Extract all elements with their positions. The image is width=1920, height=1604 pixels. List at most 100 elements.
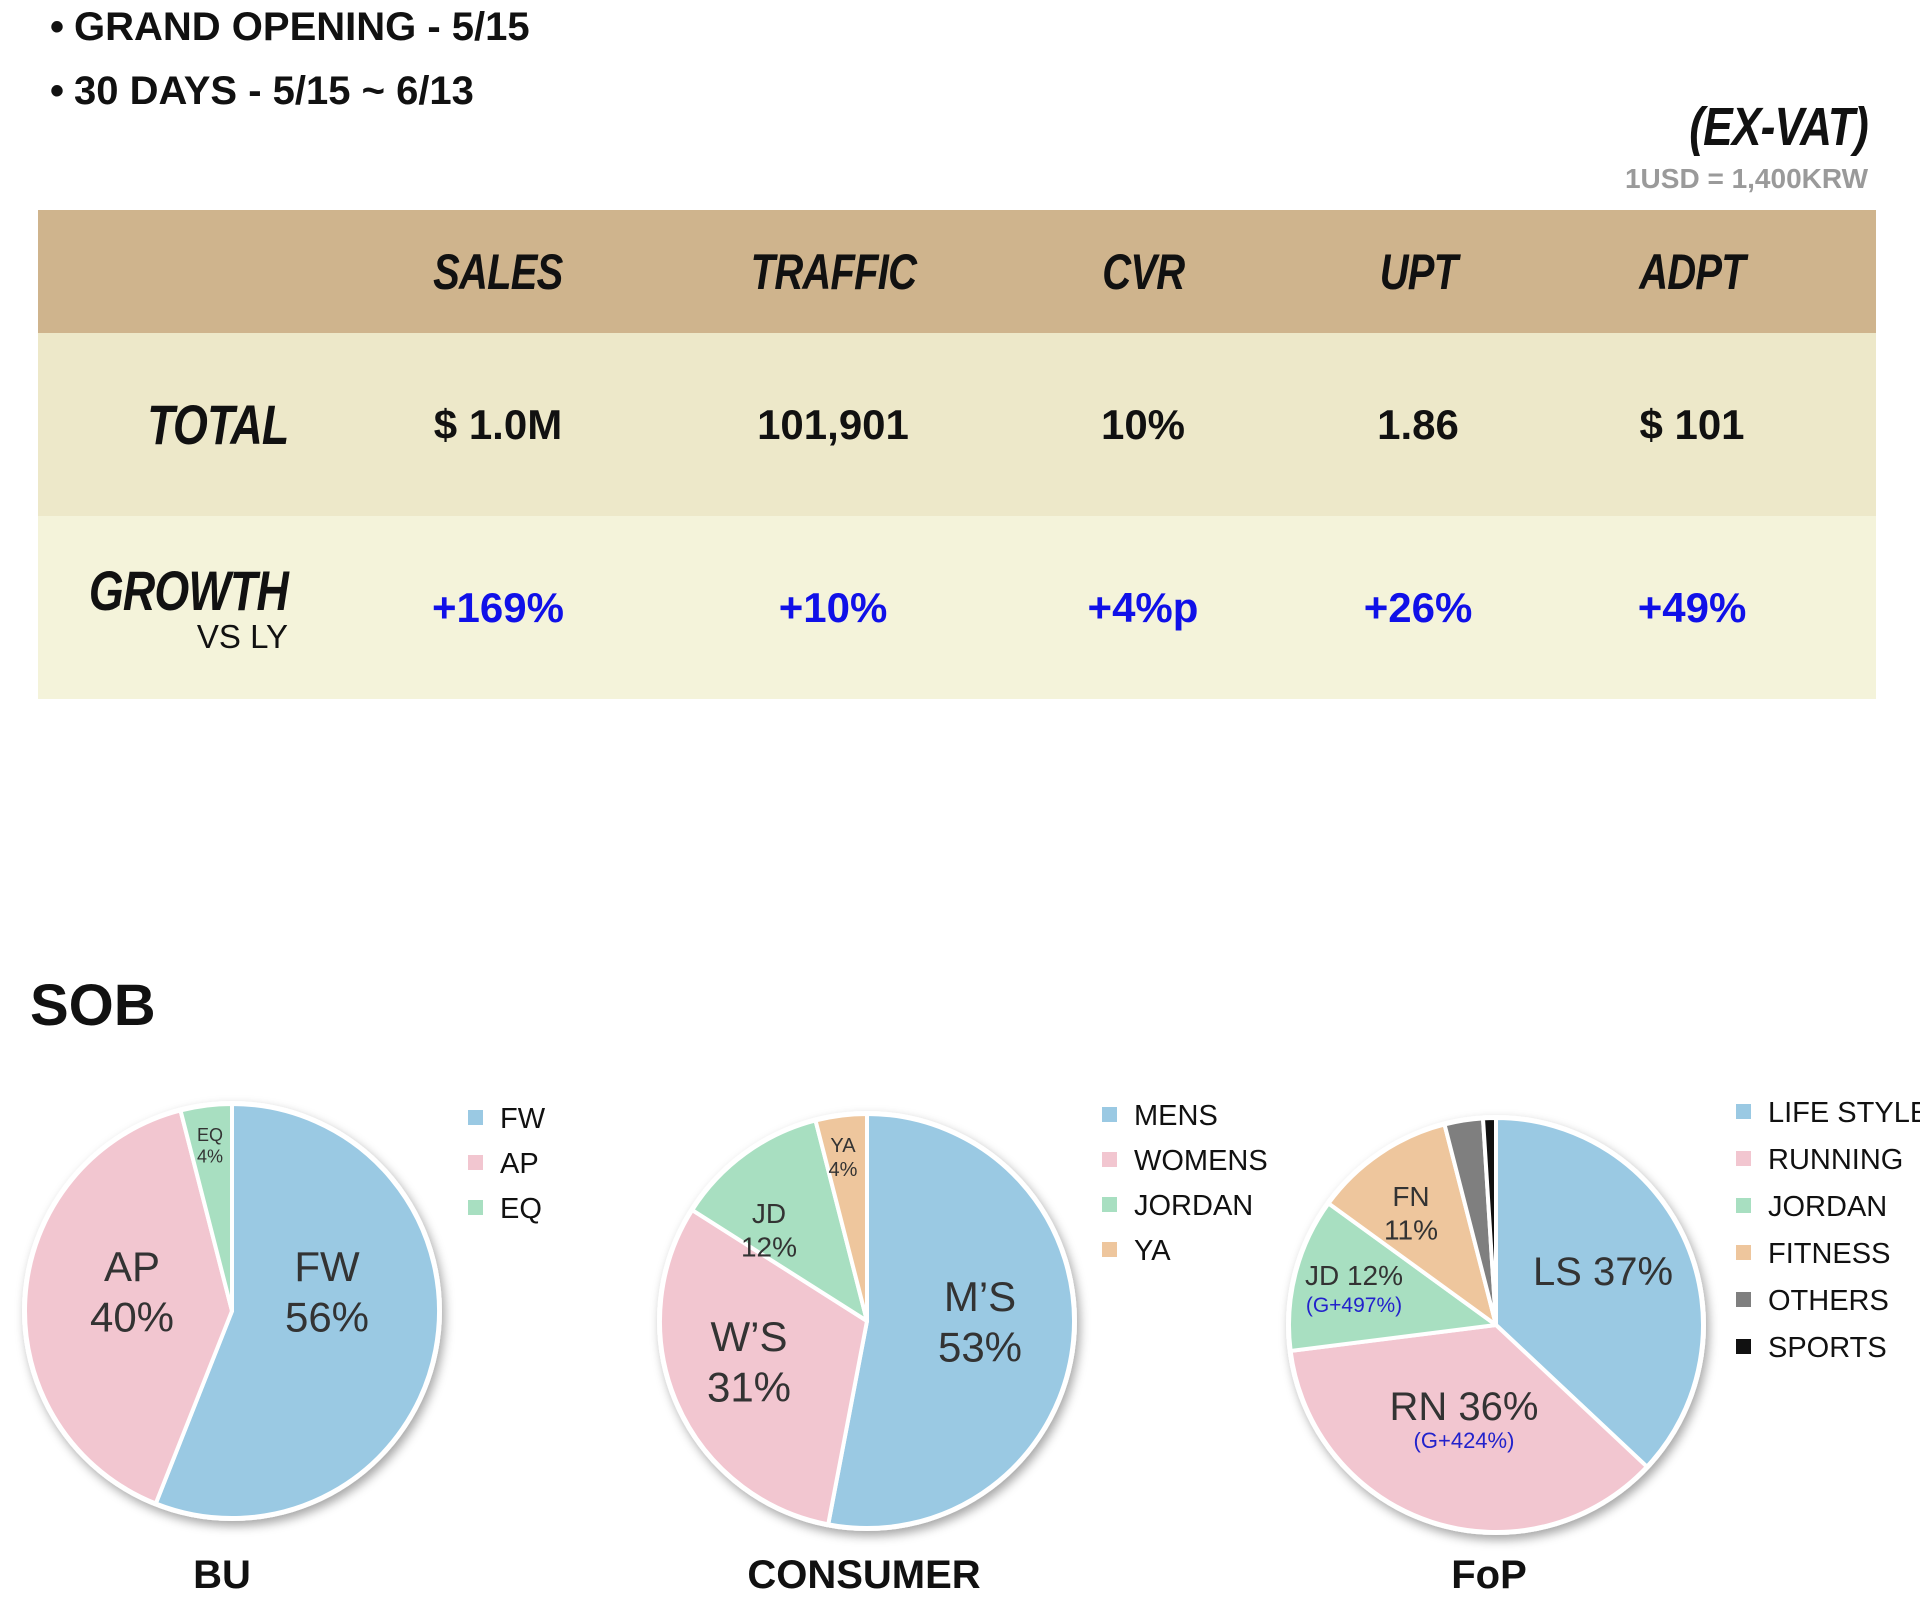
- pie-chart-consumer: M’S53%W’S31%JD12%YA4%MENSWOMENSJORDANYAC…: [657, 1100, 1268, 1597]
- slice-value-m’s: 53%: [938, 1323, 1022, 1370]
- legend-swatch: [1102, 1107, 1117, 1122]
- pie-title-consumer: CONSUMER: [747, 1553, 980, 1597]
- header-upt: UPT: [1379, 243, 1457, 300]
- legend-label: FW: [500, 1103, 546, 1135]
- header-traffic: TRAFFIC: [750, 243, 916, 300]
- slice-label-fw: FW: [294, 1243, 360, 1290]
- kpi-header-row: SALES TRAFFIC CVR UPT ADPT: [38, 210, 1876, 333]
- total-adpt: $ 101: [1639, 400, 1745, 448]
- growth-traffic: +10%: [778, 583, 888, 631]
- header-adpt-cell: ADPT: [1508, 243, 1876, 301]
- legend-label: SPORTS: [1768, 1332, 1887, 1364]
- pie-slice-fw: [153, 1102, 441, 1520]
- slice-label-jd: JD 12%: [1305, 1260, 1403, 1291]
- bullet-period: 30 DAYS - 5/15 ~ 6/13: [50, 64, 530, 128]
- legend-label: JORDAN: [1134, 1190, 1253, 1222]
- header-traffic-cell: TRAFFIC: [708, 243, 958, 301]
- pie-slice-jordan: [1287, 1201, 1498, 1353]
- legend-swatch: [1102, 1152, 1117, 1167]
- legend-swatch: [1736, 1292, 1751, 1307]
- growth-label: GROWTH: [88, 558, 289, 622]
- slice-label-fn: FN: [1392, 1181, 1429, 1212]
- pie-title-fop: FoP: [1451, 1553, 1527, 1597]
- header-upt-cell: UPT: [1328, 243, 1508, 301]
- total-label: TOTAL: [146, 392, 289, 456]
- slice-value-eq: 4%: [197, 1147, 223, 1167]
- pie-slice-ap: [23, 1108, 234, 1506]
- legend-swatch: [1736, 1339, 1751, 1354]
- total-traffic: 101,901: [757, 400, 909, 448]
- slice-label-m’s: M’S: [944, 1273, 1016, 1320]
- slice-label-ya: YA: [830, 1135, 856, 1157]
- legend-label: FITNESS: [1768, 1238, 1890, 1270]
- legend-swatch: [1736, 1245, 1751, 1260]
- legend-swatch: [468, 1200, 483, 1215]
- pie-slice-eq: [178, 1102, 234, 1313]
- slice-growth-rn: (G+424%): [1414, 1428, 1515, 1453]
- pie-slice-ya: [813, 1112, 869, 1323]
- legend-label: EQ: [500, 1193, 542, 1225]
- legend-label: RUNNING: [1768, 1144, 1903, 1176]
- slice-value-fn: 11%: [1384, 1215, 1438, 1246]
- header-sales-cell: SALES: [288, 243, 708, 301]
- pie-slice-fitness: [1326, 1122, 1498, 1327]
- slice-value-fw: 56%: [285, 1293, 369, 1340]
- pie-slice-life-style: [1494, 1116, 1705, 1469]
- exchange-rate-note: 1USD = 1,400KRW: [1624, 163, 1868, 194]
- legend-swatch: [1102, 1242, 1117, 1257]
- pie-slice-running: [1288, 1323, 1649, 1534]
- section-title-sob: SOB: [30, 973, 156, 1038]
- slice-label-eq: EQ: [197, 1125, 223, 1145]
- kpi-total-row: TOTAL $ 1.0M 101,901 10% 1.86 $ 101: [38, 333, 1876, 516]
- legend-label: WOMENS: [1134, 1145, 1268, 1177]
- legend-label: OTHERS: [1768, 1285, 1889, 1317]
- slice-value-jd: 12%: [741, 1232, 797, 1263]
- bullet-grand-opening: GRAND OPENING - 5/15: [50, 0, 530, 64]
- legend-swatch: [468, 1155, 483, 1170]
- total-sales: $ 1.0M: [433, 400, 563, 448]
- legend-label: AP: [500, 1148, 539, 1180]
- slice-label-w’s: W’S: [711, 1313, 788, 1360]
- total-cvr: 10%: [1100, 400, 1186, 448]
- legend-swatch: [1736, 1151, 1751, 1166]
- total-upt: 1.86: [1377, 400, 1459, 448]
- legend-swatch: [1736, 1198, 1751, 1213]
- growth-adpt: +49%: [1637, 583, 1747, 631]
- slice-value-ya: 4%: [829, 1159, 858, 1181]
- slice-value-w’s: 31%: [707, 1363, 791, 1410]
- slice-growth-jd: (G+497%): [1306, 1294, 1402, 1317]
- legend-swatch: [468, 1110, 483, 1125]
- legend-label: YA: [1134, 1235, 1171, 1267]
- slice-label-ls: LS 37%: [1533, 1250, 1673, 1294]
- header-cvr: CVR: [1101, 243, 1185, 300]
- growth-sales: +169%: [432, 583, 564, 631]
- kpi-table: SALES TRAFFIC CVR UPT ADPT TOTAL $ 1.0M …: [38, 210, 1876, 699]
- legend-label: JORDAN: [1768, 1191, 1887, 1223]
- legend-label: MENS: [1134, 1100, 1218, 1132]
- total-label-cell: TOTAL: [38, 392, 289, 456]
- header-cvr-cell: CVR: [958, 243, 1328, 301]
- legend-label: LIFE STYLE: [1768, 1097, 1920, 1129]
- slice-label-ap: AP: [104, 1243, 160, 1290]
- pie-title-bu: BU: [193, 1553, 251, 1597]
- pie-slice-sports: [1481, 1116, 1498, 1327]
- slice-value-ap: 40%: [90, 1293, 174, 1340]
- pie-slice-jordan: [690, 1118, 869, 1323]
- legend-swatch: [1736, 1104, 1751, 1119]
- pie-slice-mens: [826, 1112, 1076, 1530]
- slice-label-rn: RN 36%: [1390, 1385, 1539, 1429]
- slice-label-jd: JD: [752, 1198, 786, 1229]
- header-sales: SALES: [433, 243, 563, 300]
- growth-cvr: +4%p: [1087, 583, 1199, 631]
- growth-label-cell: GROWTH VS LY: [38, 558, 289, 655]
- legend-swatch: [1102, 1197, 1117, 1212]
- intro-bullets: GRAND OPENING - 5/15 30 DAYS - 5/15 ~ 6/…: [50, 0, 530, 128]
- growth-sublabel: VS LY: [196, 617, 288, 655]
- ex-vat-note: (EX-VAT): [1689, 97, 1869, 157]
- growth-upt: +26%: [1363, 583, 1473, 631]
- kpi-growth-row: GROWTH VS LY +169% +10% +4%p +26% +49%: [38, 516, 1876, 699]
- header-adpt: ADPT: [1639, 243, 1745, 300]
